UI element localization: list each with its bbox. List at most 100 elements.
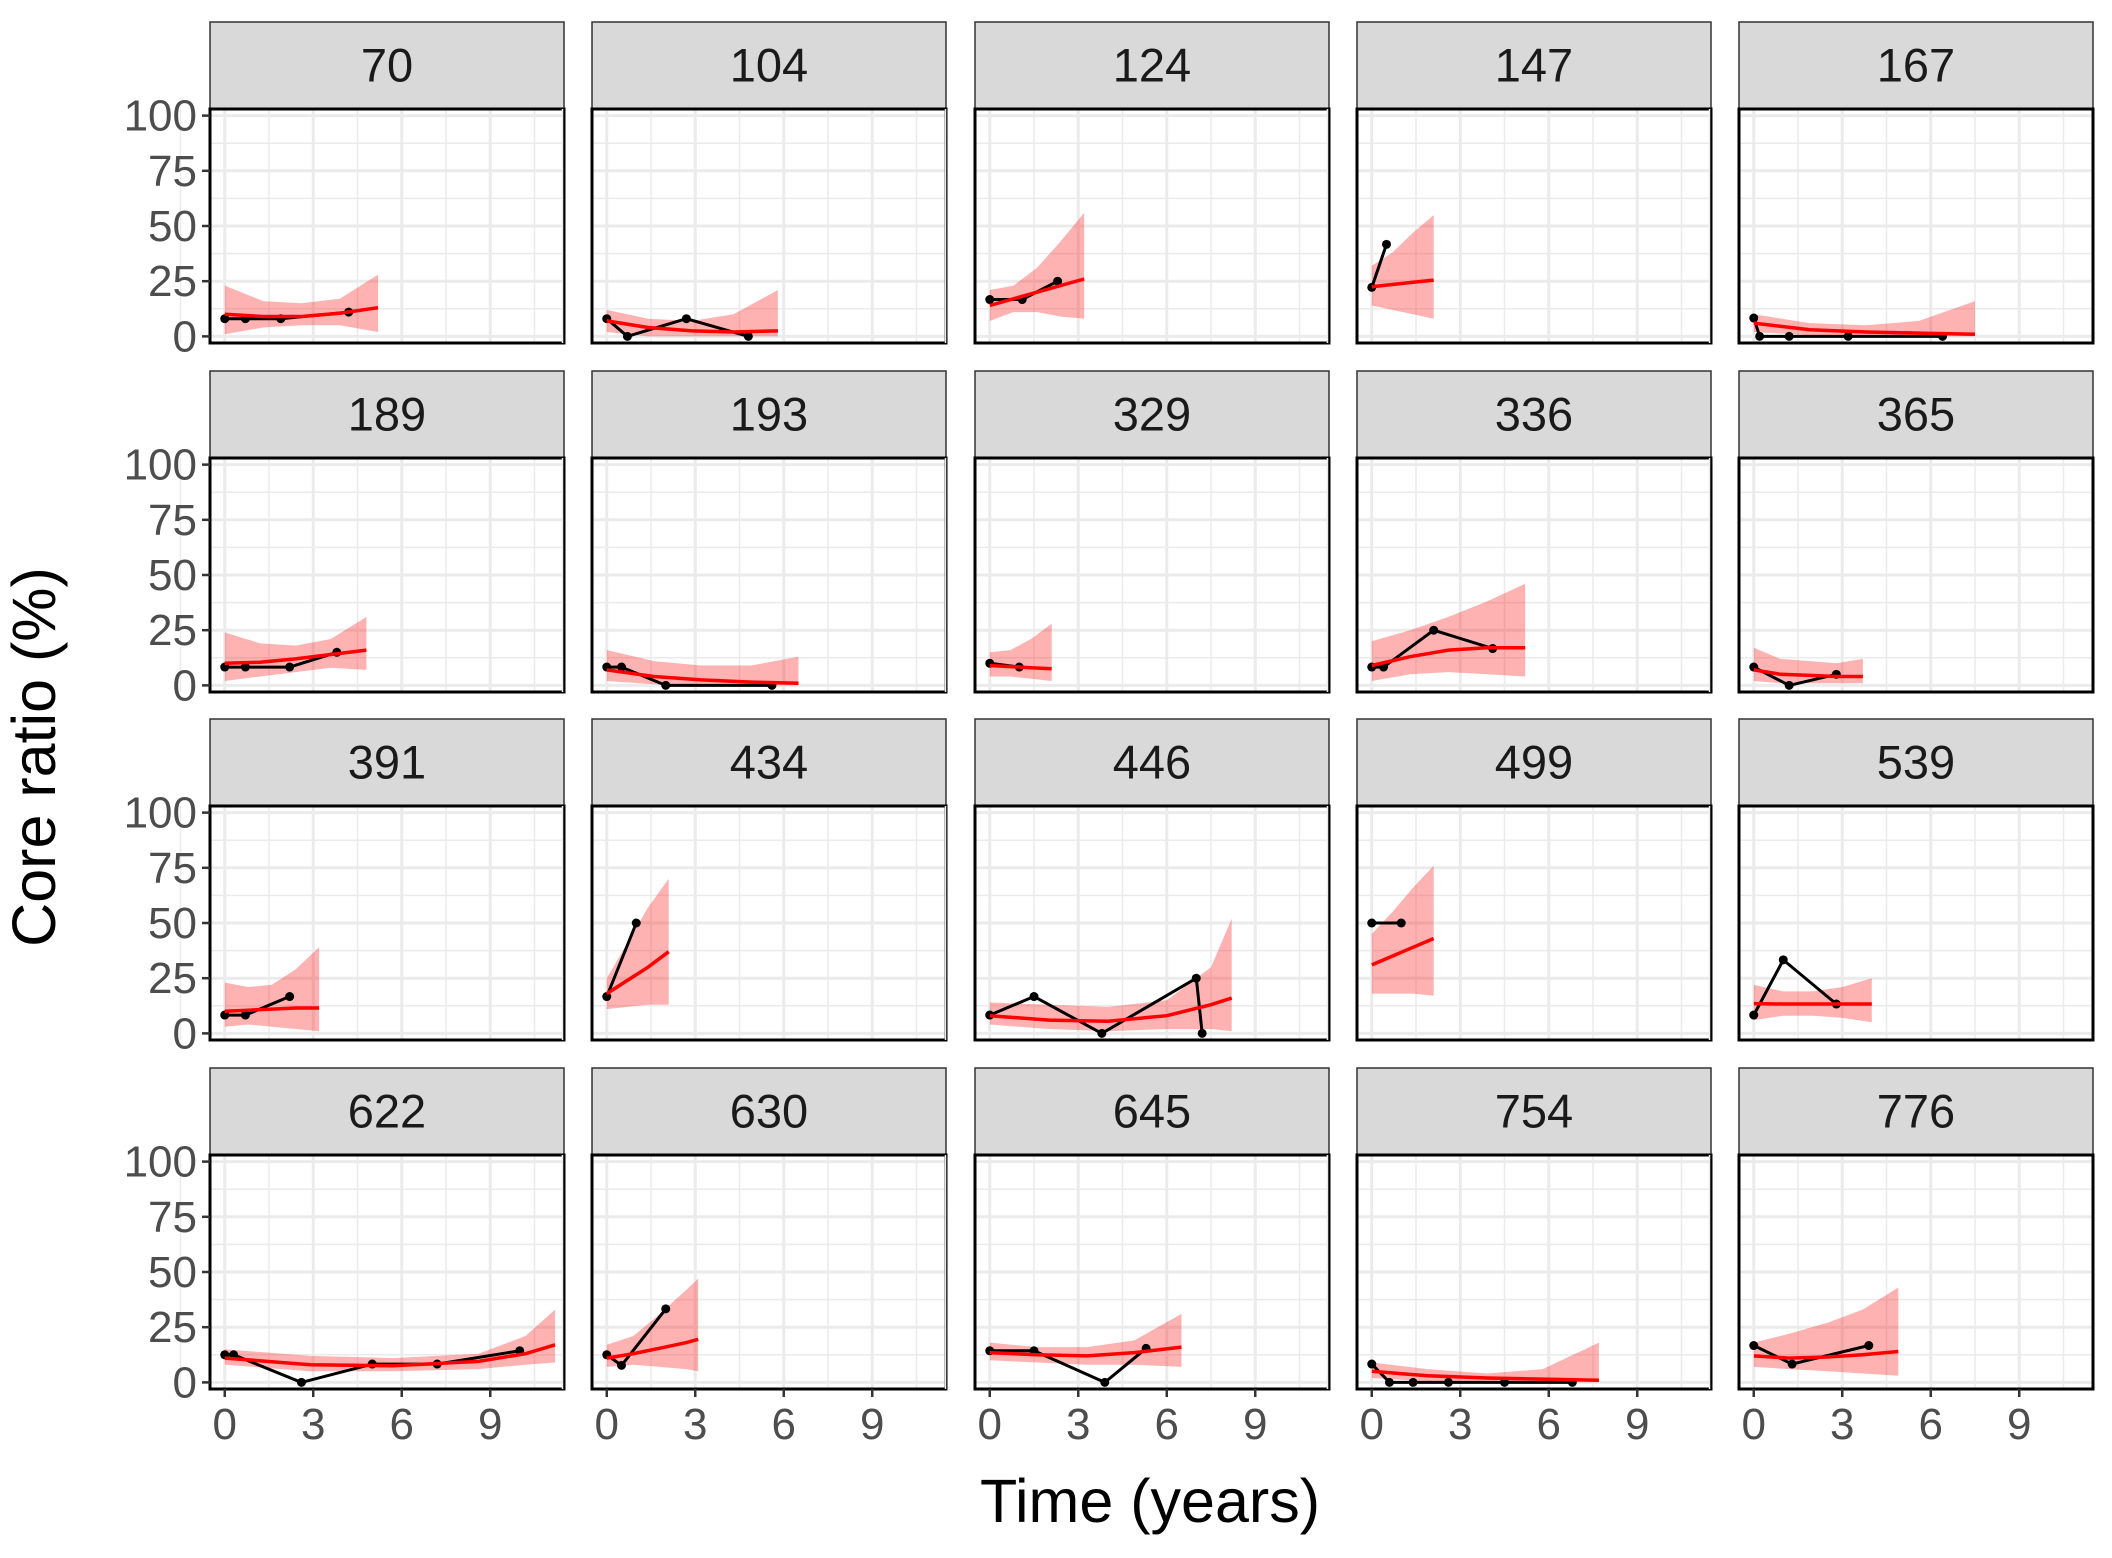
observed-line bbox=[1370, 243, 1388, 288]
x-tick-label: 6 bbox=[772, 1400, 796, 1449]
panel-border bbox=[1737, 456, 2095, 694]
facet-strip-label: 391 bbox=[348, 736, 426, 789]
fitted-line bbox=[989, 663, 1052, 671]
observed-point bbox=[622, 331, 632, 341]
x-tick-label: 6 bbox=[1155, 1400, 1179, 1449]
observed-point bbox=[1029, 992, 1039, 1002]
fitted-line bbox=[989, 1345, 1182, 1358]
y-tick-label: 100 bbox=[124, 789, 197, 838]
observed-point bbox=[1382, 239, 1391, 249]
x-tick-label: 0 bbox=[213, 1400, 237, 1449]
facet-strip-label: 336 bbox=[1495, 388, 1573, 441]
observed-point bbox=[240, 662, 250, 672]
y-tick-label: 100 bbox=[124, 92, 197, 141]
fitted-line bbox=[605, 950, 670, 996]
y-tick-label: 0 bbox=[173, 312, 197, 361]
facet-strip-label: 147 bbox=[1495, 39, 1573, 92]
y-tick-label: 25 bbox=[148, 257, 197, 306]
facet-strip bbox=[1738, 370, 2094, 459]
observed-point bbox=[1843, 331, 1853, 341]
confidence-band bbox=[1753, 301, 1975, 337]
panel-border bbox=[973, 456, 1331, 694]
x-tick-label: 3 bbox=[1448, 1400, 1472, 1449]
facet-strip-label: 539 bbox=[1877, 736, 1955, 789]
x-tick-label: 9 bbox=[860, 1400, 884, 1449]
facet-panel-630: 630 0 3 6 9 bbox=[561, 1067, 948, 1449]
facet-panel-193: 193 bbox=[561, 370, 948, 694]
y-tick-label: 75 bbox=[148, 147, 197, 196]
x-axis-title: Time (years) bbox=[980, 1467, 1320, 1535]
fitted-line bbox=[1371, 936, 1435, 967]
observed-point bbox=[1749, 313, 1759, 323]
facet-strip bbox=[1356, 370, 1712, 459]
facet-strip-label: 754 bbox=[1495, 1085, 1573, 1138]
observed-point bbox=[631, 918, 641, 928]
observed-point bbox=[1408, 1377, 1418, 1387]
panel-border bbox=[1355, 456, 1713, 694]
y-tick-label: 25 bbox=[148, 1303, 197, 1352]
facet-strip-label: 622 bbox=[348, 1085, 426, 1138]
panel-border bbox=[1355, 1153, 1713, 1391]
fitted-line bbox=[1371, 1369, 1599, 1382]
observed-point bbox=[1396, 918, 1406, 928]
observed-point bbox=[1100, 1377, 1110, 1387]
fitted-line bbox=[989, 277, 1085, 308]
facet-strip bbox=[209, 21, 565, 110]
x-tick-label: 0 bbox=[1742, 1400, 1766, 1449]
observed-point bbox=[1197, 1028, 1207, 1038]
observed-line bbox=[989, 1347, 1148, 1385]
facet-strip bbox=[1738, 1067, 2094, 1156]
confidence-band bbox=[224, 616, 367, 681]
facet-strip bbox=[209, 718, 565, 807]
panel-border bbox=[973, 1153, 1331, 1391]
observed-point bbox=[1864, 1341, 1874, 1351]
x-tick-label: 0 bbox=[1360, 1400, 1384, 1449]
facet-panel-434: 434 bbox=[561, 718, 948, 1042]
fitted-line bbox=[606, 1337, 699, 1360]
fitted-line bbox=[1371, 278, 1434, 289]
facet-strip bbox=[1356, 1067, 1712, 1156]
facet-strip bbox=[1356, 718, 1712, 807]
facet-strip-label: 70 bbox=[361, 39, 413, 92]
facet-strip-label: 446 bbox=[1113, 736, 1191, 789]
observed-point bbox=[1429, 625, 1439, 635]
facet-panel-776: 776 0 3 6 9 bbox=[1708, 1067, 2095, 1449]
observed-point bbox=[1784, 331, 1794, 341]
y-tick-label: 50 bbox=[148, 1248, 197, 1297]
x-tick-label: 0 bbox=[595, 1400, 619, 1449]
panel-border bbox=[1737, 804, 2095, 1042]
y-tick-label: 75 bbox=[148, 496, 197, 545]
observed-point bbox=[1784, 680, 1794, 690]
observed-point bbox=[240, 1010, 250, 1020]
y-tick-label: 100 bbox=[124, 441, 197, 490]
facet-strip-label: 124 bbox=[1113, 39, 1191, 92]
x-tick-label: 3 bbox=[301, 1400, 325, 1449]
x-tick-label: 3 bbox=[1830, 1400, 1854, 1449]
x-tick-label: 3 bbox=[683, 1400, 707, 1449]
y-tick-label: 100 bbox=[124, 1138, 197, 1187]
facet-panel-391: 391 0 25 50 75 100 bbox=[124, 718, 566, 1058]
facet-strip bbox=[209, 1067, 565, 1156]
observed-point bbox=[743, 331, 753, 341]
facet-panel-446: 446 bbox=[944, 718, 1331, 1042]
facet-strip-label: 193 bbox=[730, 388, 808, 441]
facet-strip-label: 645 bbox=[1113, 1085, 1191, 1138]
y-tick-label: 25 bbox=[148, 954, 197, 1003]
x-tick-label: 0 bbox=[978, 1400, 1002, 1449]
facet-strip bbox=[974, 370, 1330, 459]
facet-panel-365: 365 bbox=[1708, 370, 2095, 694]
observed-line bbox=[605, 922, 638, 998]
facet-panel-189: 189 0 25 50 75 100 bbox=[124, 370, 566, 710]
fitted-line bbox=[1753, 321, 1976, 336]
facet-strip-label: 434 bbox=[730, 736, 808, 789]
confidence-band bbox=[606, 878, 669, 1010]
facet-panel-336: 336 bbox=[1326, 370, 1713, 694]
observed-point bbox=[661, 680, 671, 690]
observed-point bbox=[285, 992, 295, 1002]
panel-border bbox=[1737, 1153, 2095, 1391]
fitted-line bbox=[224, 648, 367, 666]
observed-line bbox=[224, 650, 338, 669]
observed-point bbox=[681, 314, 691, 324]
facet-strip-label: 630 bbox=[730, 1085, 808, 1138]
y-tick-label: 0 bbox=[173, 661, 197, 710]
